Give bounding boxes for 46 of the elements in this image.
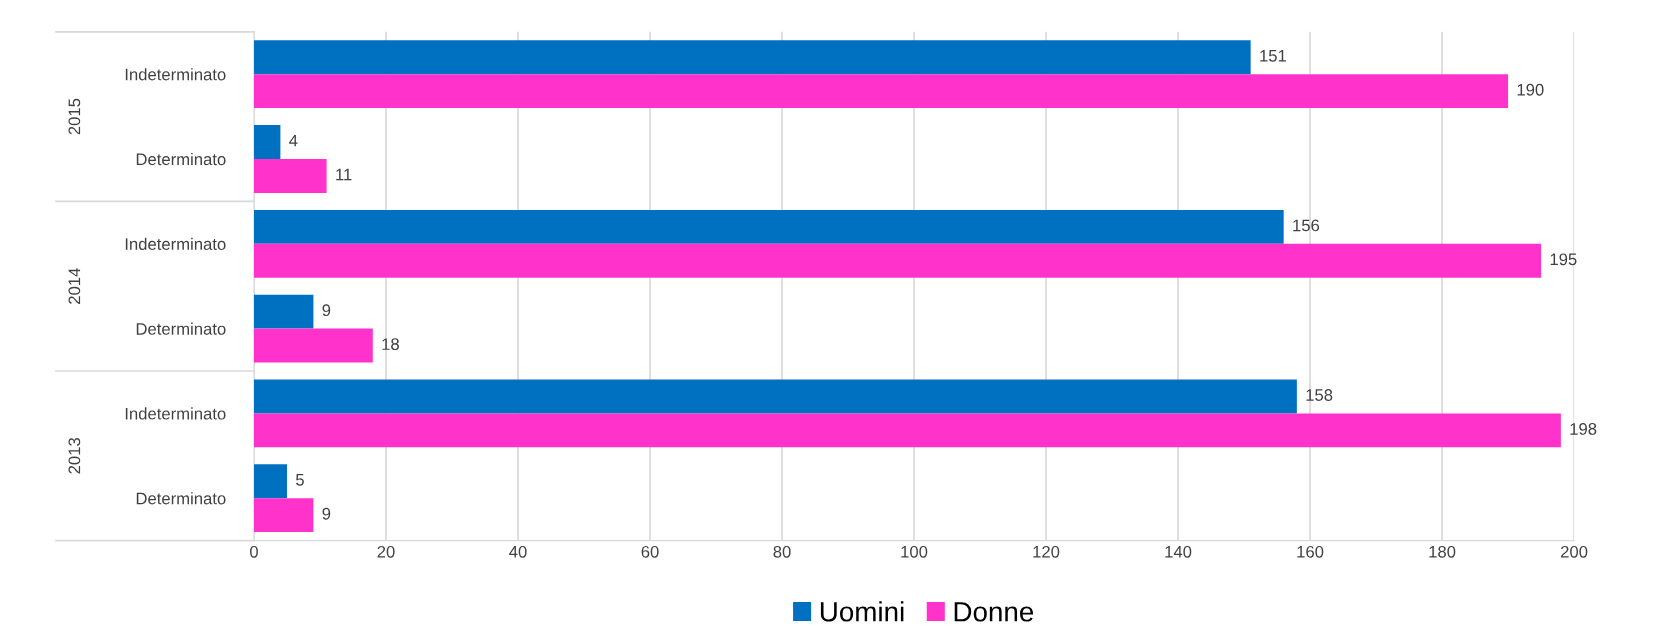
- bar: [253, 379, 1297, 414]
- x-tick-label: 60: [641, 545, 659, 558]
- y-tick-label: Indeterminato: [125, 237, 226, 250]
- y-tick-label: Determinato: [136, 492, 226, 505]
- bar: [253, 413, 1561, 448]
- data-label: 5: [295, 474, 304, 486]
- x-tick-label: 160: [1297, 545, 1324, 558]
- y-tick-label: Determinato: [136, 152, 226, 166]
- bar: [253, 464, 287, 499]
- bar: [253, 74, 1509, 109]
- bar: [253, 209, 1284, 244]
- bar: [253, 328, 373, 363]
- x-tick-label: 140: [1165, 545, 1192, 558]
- x-tick-label: 200: [1561, 545, 1588, 558]
- y-tick-label: Indeterminato: [125, 68, 226, 81]
- data-label: 9: [322, 304, 331, 317]
- x-tick-label: 80: [773, 545, 791, 558]
- x-tick-label: 120: [1033, 545, 1060, 558]
- data-label: 4: [289, 134, 298, 147]
- data-label: 9: [322, 507, 331, 520]
- bar: [253, 498, 314, 533]
- data-label: 190: [1517, 83, 1544, 96]
- data-label: 151: [1260, 50, 1286, 62]
- bar: [253, 159, 327, 193]
- data-label: 198: [1570, 423, 1597, 435]
- bar: [253, 40, 1251, 75]
- bar: [253, 243, 1542, 278]
- text: 2015: [68, 98, 81, 135]
- y-tick-label: Determinato: [136, 322, 226, 335]
- bar: [253, 294, 314, 329]
- data-label: 158: [1306, 389, 1333, 401]
- x-tick-label: 40: [509, 545, 527, 558]
- legend-label: Donne: [954, 602, 1034, 622]
- bar: [253, 125, 281, 159]
- text: 2014: [68, 268, 81, 304]
- data-label: 195: [1550, 253, 1577, 266]
- x-tick-label: 20: [377, 545, 395, 558]
- x-tick-label: 180: [1429, 545, 1456, 558]
- text: 2013: [68, 437, 81, 474]
- data-label: 156: [1293, 219, 1320, 232]
- data-label: 11: [336, 168, 352, 181]
- data-label: 18: [382, 338, 399, 351]
- y-tick-label: Indeterminato: [125, 407, 226, 420]
- x-tick-label: 0: [250, 545, 258, 558]
- x-tick-label: 100: [901, 545, 928, 558]
- legend-label: Uomini: [820, 601, 904, 622]
